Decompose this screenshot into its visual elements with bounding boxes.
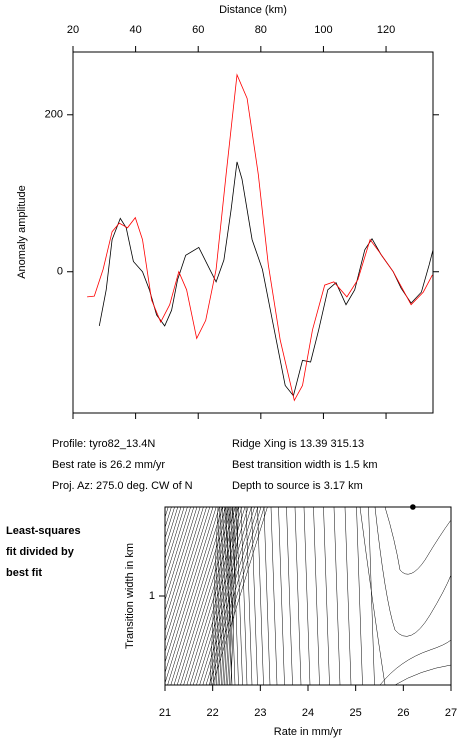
x-tick-label: 24 (302, 707, 314, 719)
annotation: Proj. Az: 275.0 deg. CW of N (52, 480, 193, 492)
annotation: Ridge Xing is 13.39 315.13 (232, 438, 364, 450)
side-label: fit divided by (6, 546, 75, 558)
contour-line (220, 507, 230, 685)
contour-line (199, 507, 255, 685)
contour-line (323, 507, 330, 685)
contour-line (225, 507, 235, 685)
side-label: Least-squares (6, 525, 81, 537)
contour-line (165, 507, 207, 643)
contour-line (165, 507, 179, 550)
contour-line (165, 507, 188, 581)
x-tick-label: 40 (129, 24, 141, 36)
y-axis-title: Anomaly amplitude (16, 185, 28, 279)
contour-line (240, 507, 248, 685)
x-axis-title: Distance (km) (219, 4, 287, 16)
annotation: Best transition width is 1.5 km (232, 459, 378, 471)
plot-frame (72, 51, 434, 414)
contour-line (333, 507, 341, 685)
contour-line (165, 507, 182, 560)
contour-line (209, 507, 219, 685)
x-tick-label: 23 (254, 707, 266, 719)
contour-line (225, 507, 233, 685)
contour-line (236, 507, 243, 685)
x-tick-label: 25 (350, 707, 362, 719)
contour-line (228, 507, 236, 685)
contour-line (212, 507, 268, 685)
x-tick-label: 22 (207, 707, 219, 719)
contour-line (278, 507, 285, 685)
contour-line (165, 507, 204, 633)
contour-line (294, 507, 302, 685)
contour-line (245, 507, 253, 685)
contour-line (165, 507, 185, 570)
contour-line (232, 507, 239, 685)
data-line (87, 73, 433, 402)
contour-line (368, 507, 375, 685)
contour-line (165, 507, 217, 674)
annotation: Best rate is 26.2 mm/yr (52, 459, 165, 471)
contour-line (208, 507, 265, 685)
x-tick-label: 80 (255, 24, 267, 36)
contour-line (165, 507, 195, 602)
contour-line (222, 507, 232, 685)
annotation: Profile: tyro82_13.4N (52, 438, 155, 450)
contour-line (192, 507, 249, 685)
x-tick-label: 20 (67, 24, 79, 36)
contour-line (344, 507, 352, 685)
contour-line (202, 507, 259, 685)
contour-line (165, 507, 166, 508)
contour-line (384, 507, 451, 575)
contour-line (167, 507, 223, 685)
y-axis-title: Transition width in km (124, 543, 136, 649)
x-tick-label: 26 (397, 707, 409, 719)
contour-line (359, 507, 386, 685)
contour-line (313, 507, 320, 685)
annotation: Depth to source is 3.17 km (232, 480, 363, 492)
y-tick-label: 0 (57, 266, 63, 278)
contour-line (270, 507, 278, 685)
x-tick-label: 100 (314, 24, 332, 36)
data-line (98, 161, 434, 397)
contour-line (165, 507, 211, 653)
contour-line (212, 507, 222, 685)
x-tick-label: 21 (159, 707, 171, 719)
contour-line (217, 507, 227, 685)
contour-line (356, 507, 363, 685)
contour-line (303, 507, 311, 685)
contours (165, 507, 451, 685)
contour-line (205, 507, 262, 685)
best-fit-point (410, 504, 416, 510)
y-tick-label: 1 (149, 590, 155, 602)
contour-line (165, 507, 191, 591)
contour-line (374, 507, 451, 637)
contour-line (211, 507, 220, 685)
contour-line (227, 507, 236, 685)
contour-line (219, 507, 228, 685)
contour-line (216, 507, 225, 685)
contour-line (251, 507, 258, 685)
contour-line (263, 507, 271, 685)
x-tick-label: 27 (445, 707, 457, 719)
side-label: best fit (6, 567, 42, 579)
contour-line (228, 507, 238, 685)
contour-line (165, 507, 201, 622)
contour-line (165, 507, 214, 664)
contour-line (214, 507, 224, 685)
contour-line (224, 507, 233, 685)
contour-line (394, 664, 451, 685)
x-tick-label: 60 (192, 24, 204, 36)
contour-line (165, 507, 198, 612)
x-tick-label: 120 (377, 24, 395, 36)
contour-line (379, 639, 451, 685)
contour-line (286, 507, 293, 685)
contour-line (165, 507, 220, 684)
y-tick-label: 200 (45, 109, 63, 121)
x-axis-title: Rate in mm/yr (274, 726, 343, 738)
contour-line (257, 507, 264, 685)
